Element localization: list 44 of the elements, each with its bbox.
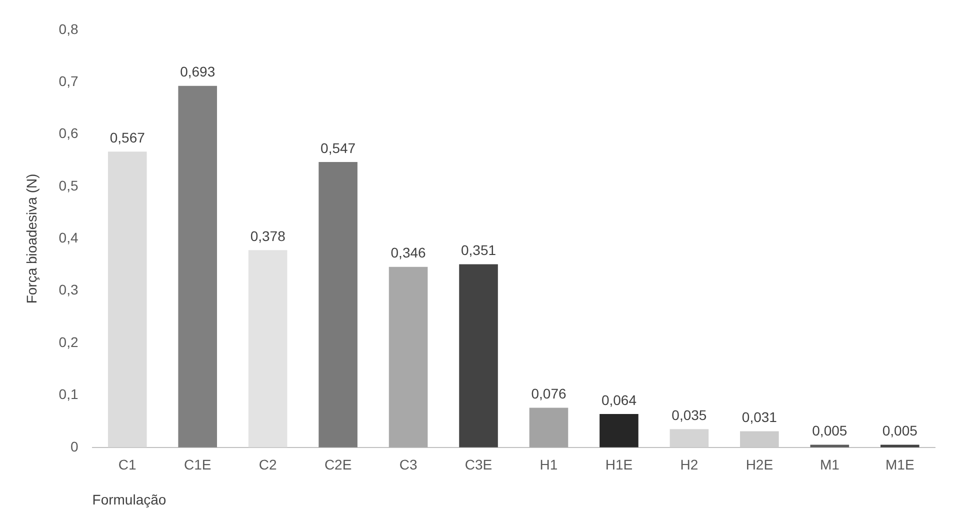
bar: [178, 86, 218, 448]
y-tick-label: 0: [70, 438, 78, 454]
y-tick-label: 0,6: [58, 125, 78, 142]
bar: [388, 266, 428, 448]
data-label: 0,035: [672, 407, 707, 423]
y-tick-label: 0,5: [58, 177, 78, 194]
y-tick-label: 0,3: [58, 282, 78, 298]
bar: [600, 414, 638, 448]
data-label: 0,567: [110, 129, 146, 146]
y-tick-label: 0,4: [58, 230, 78, 246]
bar: [108, 152, 147, 448]
x-tick-label: H2: [680, 456, 698, 473]
data-label: 0,064: [601, 392, 637, 408]
bar: [529, 408, 568, 448]
y-tick-label: 0,2: [58, 334, 78, 350]
y-axis-title: Força bioadesiva (N): [23, 174, 40, 304]
x-axis-title: Formulação: [92, 491, 166, 508]
data-label: 0,351: [460, 242, 496, 258]
bar: [459, 264, 498, 448]
y-tick-label: 0,1: [58, 386, 78, 402]
x-tick-label: M1: [820, 456, 840, 473]
x-tick-label: H1: [540, 456, 558, 473]
data-label: 0,693: [180, 64, 216, 80]
x-tick-label: C1: [118, 456, 137, 473]
x-tick-label: H2E: [746, 456, 774, 473]
x-tick-label: C3: [399, 456, 418, 473]
x-tick-label: H1E: [605, 456, 633, 473]
data-label: 0,005: [882, 422, 918, 439]
y-tick-label: 0,7: [58, 73, 78, 90]
x-tick-label: M1E: [885, 456, 914, 473]
data-label: 0,346: [390, 244, 426, 261]
data-label: 0,378: [250, 228, 286, 244]
x-tick-label: C2E: [324, 456, 352, 473]
data-label: 0,076: [531, 386, 566, 402]
data-label: 0,031: [742, 409, 778, 426]
bar: [318, 162, 358, 448]
x-tick-label: C2: [258, 456, 277, 473]
y-tick-label: 0,8: [58, 20, 78, 37]
data-label: 0,005: [812, 422, 848, 439]
bar: [670, 429, 709, 448]
x-tick-label: C1E: [184, 456, 212, 473]
data-label: 0,547: [320, 140, 356, 156]
x-tick-label: C3E: [464, 456, 492, 473]
bar: [248, 250, 288, 448]
